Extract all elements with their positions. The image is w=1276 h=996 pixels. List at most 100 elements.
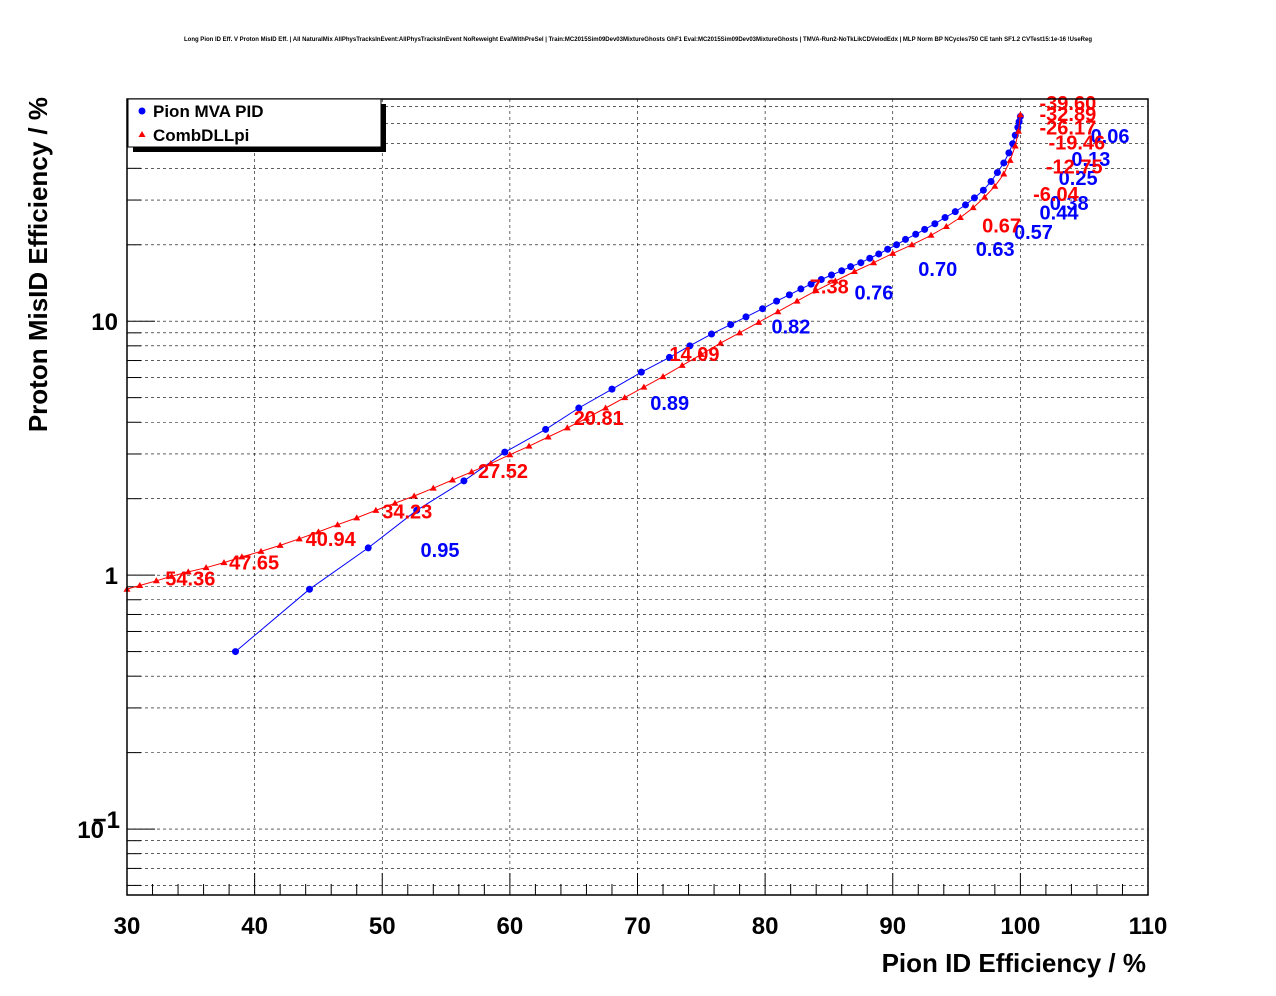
pion-mva-point [364, 544, 372, 552]
cut-value-label: 0.57 [1014, 222, 1053, 244]
combdll-point [1011, 142, 1019, 149]
cut-value-label: 0.82 [772, 317, 811, 339]
cut-value-label: 0.89 [650, 393, 689, 415]
combdll-point [152, 577, 160, 584]
combdll-point [640, 383, 648, 390]
combdll-point [942, 223, 950, 230]
combdll-point [391, 499, 399, 506]
legend-marker-combdll [138, 131, 146, 137]
pion-mva-point [460, 477, 468, 485]
cut-value-label: 0.44 [1040, 203, 1080, 225]
combdll-point [870, 259, 878, 266]
cut-value-label: 0.70 [918, 259, 957, 281]
pion-mva-point [884, 245, 892, 253]
pion-mva-point [637, 368, 645, 376]
x-tick-labels: 30 40 50 60 70 80 90 100 110 [114, 913, 1168, 940]
combdll-point [969, 204, 977, 211]
x-tick-label: 40 [241, 913, 268, 940]
legend-box [127, 98, 382, 148]
cut-value-label: 14.09 [669, 344, 719, 366]
x-tick-label: 70 [624, 913, 651, 940]
pion-mva-point [501, 448, 509, 456]
pion-mva-point [413, 506, 421, 514]
page-title: Long Pion ID Eff. V Proton MisID Eff. | … [183, 37, 1093, 43]
pion-mva-point [759, 305, 767, 313]
pion-mva-point [857, 259, 865, 267]
pion-mva-point [231, 648, 239, 656]
combdll-point [372, 506, 380, 513]
combdll-point [1000, 170, 1008, 177]
x-tick-label: 90 [879, 913, 906, 940]
cut-value-label: 0.76 [854, 282, 893, 304]
pion-mva-point [847, 263, 855, 271]
combdll-point [1006, 156, 1014, 163]
pion-mva-point [970, 194, 978, 202]
x-tick-label: 60 [497, 913, 524, 940]
combdll-point [850, 267, 858, 274]
pion-mva-point [902, 235, 910, 243]
combdll-point [889, 249, 897, 256]
series-line-0 [235, 116, 1021, 652]
cut-value-label: -12.75 [1046, 157, 1103, 179]
combdll-point [202, 564, 210, 571]
pion-mva-point [727, 321, 735, 329]
combdll-point [908, 241, 916, 248]
cut-value-label: -6.04 [1033, 184, 1079, 206]
combdll-point [238, 553, 246, 560]
pion-mva-point [785, 291, 793, 299]
pion-mva-point [797, 285, 805, 293]
combdll-point [736, 329, 744, 336]
pion-mva-point [993, 169, 1001, 177]
combdll-point [429, 484, 437, 491]
legend-label-combdll: CombDLLpi [153, 126, 249, 145]
combdll-point [812, 287, 820, 294]
y-tick-label: 10 [77, 817, 104, 844]
x-axis-label: Pion ID Efficiency / % [882, 948, 1146, 978]
cut-value-label: 54.36 [165, 568, 215, 590]
pion-mva-point [575, 404, 583, 412]
combdll-point [582, 414, 590, 421]
pion-mva-point [951, 208, 959, 216]
cut-value-label: 0.95 [421, 540, 460, 562]
combdll-point [927, 231, 935, 238]
combdll-point [793, 297, 801, 304]
plot-frame [126, 98, 1149, 896]
cut-value-label: 0.06 [1091, 126, 1130, 148]
pion-mva-point [608, 385, 616, 393]
pion-mva-point [1005, 149, 1013, 157]
x-tick-label: 50 [369, 913, 396, 940]
pion-mva-point [742, 313, 750, 321]
pion-mva-point [306, 585, 314, 593]
pion-mva-point [961, 201, 969, 209]
pion-mva-point [773, 297, 781, 305]
combdll-point [314, 528, 322, 535]
series-line-1 [126, 114, 1021, 590]
pion-mva-point [542, 425, 550, 433]
cut-value-label: 0.38 [1050, 193, 1089, 215]
cut-value-label: -26.17 [1040, 117, 1097, 139]
combdll-point [1014, 127, 1022, 134]
y-tick-label: 1 [105, 563, 118, 590]
cut-value-label: 7.38 [810, 277, 849, 299]
combdll-point [136, 582, 144, 589]
pion-mva-point [807, 280, 815, 288]
combdll-point [621, 394, 629, 401]
cut-value-label: 0.67 [982, 216, 1021, 238]
combdll-point [334, 521, 342, 528]
x-tick-label: 80 [752, 913, 779, 940]
pion-mva-point [665, 353, 673, 361]
legend-label-pion-mva: Pion MVA PID [153, 102, 264, 121]
cut-value-label: -19.46 [1048, 133, 1105, 155]
pion-mva-point [931, 220, 939, 228]
combdll-point [295, 535, 303, 542]
y-tick-label: 10 [91, 309, 118, 336]
cut-labels: 0.95 0.89 0.82 0.76 0.70 0.630.570.440.38 0.25… [165, 93, 1129, 590]
combdll-point [831, 277, 839, 284]
legend-marker-pion-mva [138, 107, 146, 115]
pion-mva-point [921, 225, 929, 233]
pion-mva-point [979, 186, 987, 194]
combdll-point [956, 214, 964, 221]
cut-value-label: 0.25 [1059, 168, 1098, 190]
